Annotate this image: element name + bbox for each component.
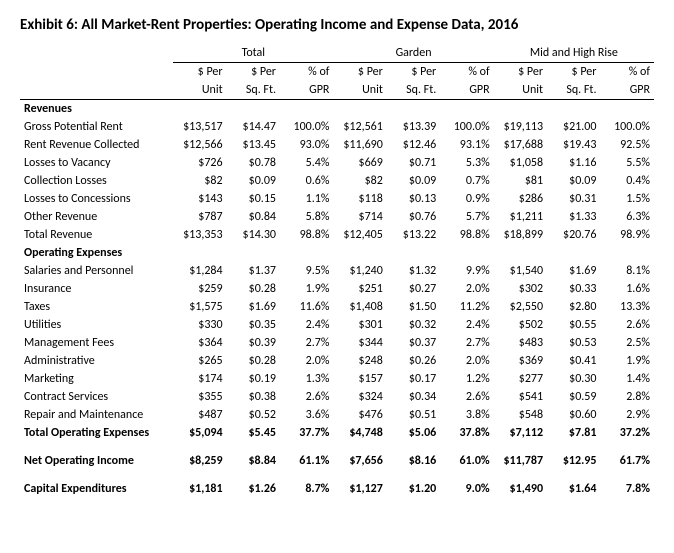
subheader-row-1: $ Per $ Per % of $ Per $ Per % of $ Per … — [20, 63, 654, 82]
row-label: Administrative — [20, 352, 173, 370]
row-label: Other Revenue — [20, 208, 173, 226]
group-header: Garden — [333, 44, 493, 63]
table-row: Salaries and Personnel$1,284$1.379.5%$1,… — [20, 262, 654, 280]
col-head: Sq. Ft. — [387, 81, 440, 100]
col-head: % of — [280, 63, 333, 82]
col-head: % of — [600, 63, 654, 82]
row-label: Utilities — [20, 316, 173, 334]
col-head: $ Per — [173, 63, 226, 82]
row-label: Gross Potential Rent — [20, 118, 173, 136]
table-row: Utilities$330$0.352.4%$301$0.322.4%$502$… — [20, 316, 654, 334]
col-head: % of — [440, 63, 493, 82]
row-label: Net Operating Income — [20, 452, 173, 470]
table-row: Repair and Maintenance$487$0.523.6%$476$… — [20, 406, 654, 424]
row-label: Repair and Maintenance — [20, 406, 173, 424]
col-head: Sq. Ft. — [547, 81, 600, 100]
exhibit-title: Exhibit 6: All Market-Rent Properties: O… — [20, 16, 654, 34]
col-head: $ Per — [333, 63, 386, 82]
table-row: Gross Potential Rent$13,517$14.47100.0%$… — [20, 118, 654, 136]
row-label: Total Revenue — [20, 226, 173, 244]
section-header: Revenues — [20, 100, 654, 119]
row-label: Losses to Vacancy — [20, 154, 173, 172]
table-row: Total Revenue$13,353$14.3098.8%$12,405$1… — [20, 226, 654, 244]
table-row: Capital Expenditures$1,181$1.268.7%$1,12… — [20, 480, 654, 498]
row-label: Collection Losses — [20, 172, 173, 190]
col-head: GPR — [600, 81, 654, 100]
table-row: Administrative$265$0.282.0%$248$0.262.0%… — [20, 352, 654, 370]
col-head: GPR — [280, 81, 333, 100]
col-head: $ Per — [547, 63, 600, 82]
table-row: Taxes$1,575$1.6911.6%$1,408$1.5011.2%$2,… — [20, 298, 654, 316]
col-head: GPR — [440, 81, 493, 100]
col-head: $ Per — [494, 63, 547, 82]
table-row: Total Operating Expenses$5,094$5.4537.7%… — [20, 424, 654, 442]
table-row: Contract Services$355$0.382.6%$324$0.342… — [20, 388, 654, 406]
col-head: Unit — [333, 81, 386, 100]
row-label: Contract Services — [20, 388, 173, 406]
table-row: Rent Revenue Collected$12,566$13.4593.0%… — [20, 136, 654, 154]
col-head: Unit — [173, 81, 226, 100]
data-table: Total Garden Mid and High Rise $ Per $ P… — [20, 44, 654, 498]
table-row: Net Operating Income$8,259$8.8461.1%$7,6… — [20, 452, 654, 470]
row-label: Salaries and Personnel — [20, 262, 173, 280]
subheader-row-2: Unit Sq. Ft. GPR Unit Sq. Ft. GPR Unit S… — [20, 81, 654, 100]
row-label: Management Fees — [20, 334, 173, 352]
table-row: Insurance$259$0.281.9%$251$0.272.0%$302$… — [20, 280, 654, 298]
col-head: $ Per — [387, 63, 440, 82]
row-label: Taxes — [20, 298, 173, 316]
section-header: Operating Expenses — [20, 244, 654, 262]
col-head: Unit — [494, 81, 547, 100]
row-label: Losses to Concessions — [20, 190, 173, 208]
group-header: Total — [173, 44, 333, 63]
table-row: Losses to Vacancy$726$0.785.4%$669$0.715… — [20, 154, 654, 172]
table-row: Management Fees$364$0.392.7%$344$0.372.7… — [20, 334, 654, 352]
table-body: Revenues Gross Potential Rent$13,517$14.… — [20, 100, 654, 499]
row-label: Capital Expenditures — [20, 480, 173, 498]
group-header-row: Total Garden Mid and High Rise — [20, 44, 654, 63]
row-label: Total Operating Expenses — [20, 424, 173, 442]
table-row: Other Revenue$787$0.845.8%$714$0.765.7%$… — [20, 208, 654, 226]
row-label: Insurance — [20, 280, 173, 298]
row-label: Marketing — [20, 370, 173, 388]
table-row: Collection Losses$82$0.090.6%$82$0.090.7… — [20, 172, 654, 190]
group-header: Mid and High Rise — [494, 44, 654, 63]
table-row: Marketing$174$0.191.3%$157$0.171.2%$277$… — [20, 370, 654, 388]
col-head: Sq. Ft. — [227, 81, 280, 100]
table-row: Losses to Concessions$143$0.151.1%$118$0… — [20, 190, 654, 208]
col-head: $ Per — [227, 63, 280, 82]
row-label: Rent Revenue Collected — [20, 136, 173, 154]
